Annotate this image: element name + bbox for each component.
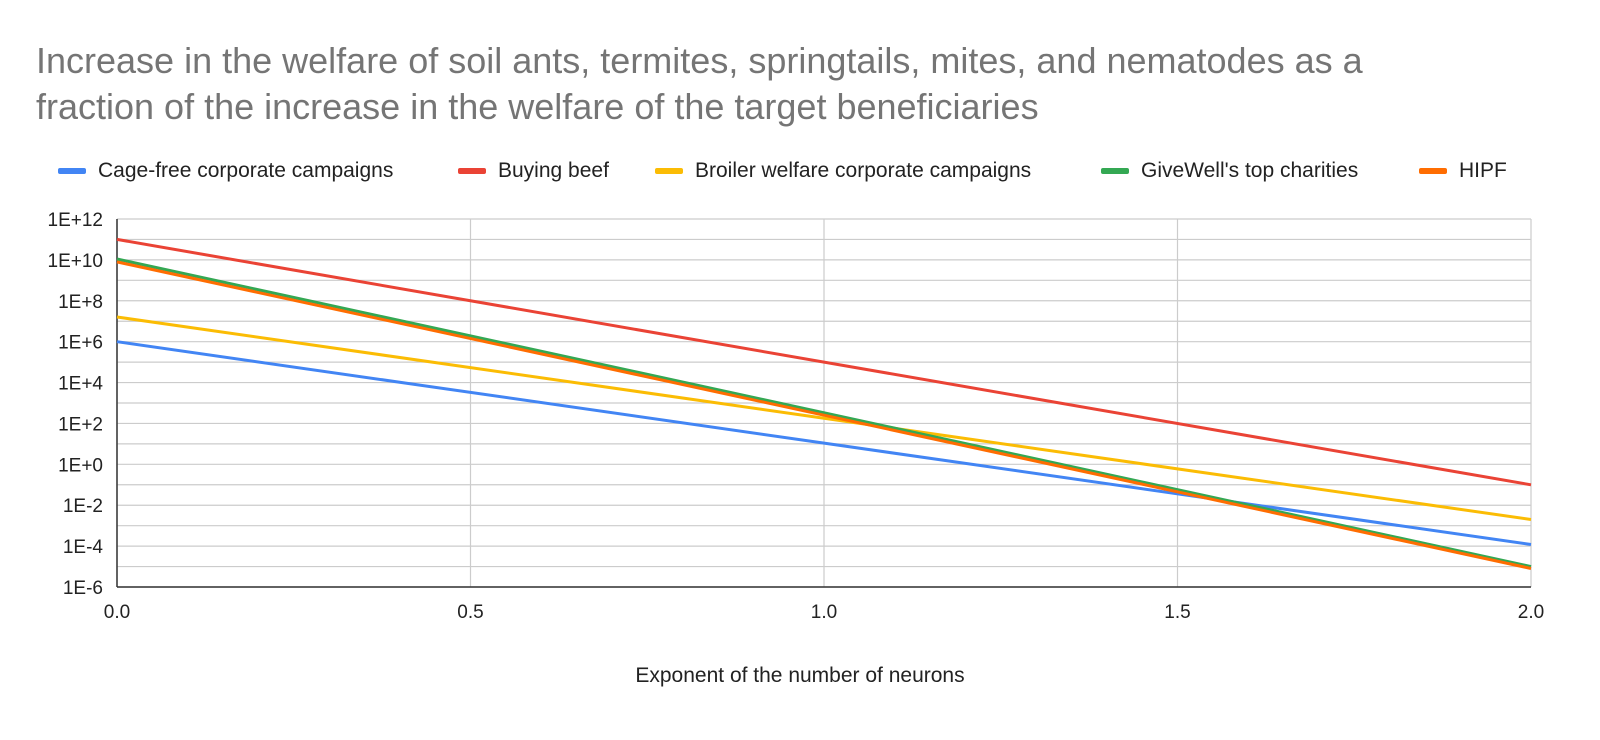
y-tick-label: 1E+12 bbox=[48, 210, 103, 231]
legend-item-broiler-welfare[interactable]: Broiler welfare corporate campaigns bbox=[655, 156, 1031, 186]
x-tick-label: 1.0 bbox=[811, 602, 837, 623]
y-tick-label: 1E+10 bbox=[48, 251, 103, 272]
y-tick-label: 1E-4 bbox=[63, 537, 104, 558]
legend-swatch-broiler-welfare bbox=[655, 168, 683, 174]
grid bbox=[116, 218, 1532, 588]
x-tick-label: 0.0 bbox=[104, 602, 130, 623]
axes bbox=[116, 219, 1531, 588]
y-tick-label: 1E-6 bbox=[63, 578, 103, 599]
legend-swatch-givewell bbox=[1101, 168, 1129, 174]
series-line-2 bbox=[116, 315, 1532, 521]
legend-label-givewell: GiveWell's top charities bbox=[1141, 159, 1359, 182]
chart-title-line-1: Increase in the welfare of soil ants, te… bbox=[36, 40, 1363, 81]
y-tick-label: 1E+8 bbox=[58, 292, 103, 313]
legend-label-cage-free: Cage-free corporate campaigns bbox=[98, 159, 394, 182]
chart-title-line-2: fraction of the increase in the welfare … bbox=[36, 86, 1039, 127]
x-tick-label: 1.5 bbox=[1164, 602, 1190, 623]
x-tick-label: 0.5 bbox=[457, 602, 483, 623]
series-lines bbox=[116, 237, 1532, 570]
x-tick-label: 2.0 bbox=[1518, 602, 1544, 623]
legend-item-givewell[interactable]: GiveWell's top charities bbox=[1101, 156, 1358, 186]
legend-item-buying-beef[interactable]: Buying beef bbox=[458, 156, 609, 186]
y-tick-label: 1E+0 bbox=[58, 455, 103, 476]
legend: Cage-free corporate campaigns Buying bee… bbox=[0, 156, 1600, 186]
y-tick-label: 1E+6 bbox=[58, 333, 103, 354]
series-line-3 bbox=[116, 257, 1532, 569]
legend-swatch-buying-beef bbox=[458, 168, 486, 174]
legend-label-broiler-welfare: Broiler welfare corporate campaigns bbox=[695, 159, 1032, 182]
legend-label-buying-beef: Buying beef bbox=[498, 159, 609, 182]
x-axis-label: Exponent of the number of neurons bbox=[635, 664, 965, 687]
legend-swatch-cage-free bbox=[58, 168, 86, 174]
legend-swatch-hipf bbox=[1419, 168, 1447, 174]
y-tick-label: 1E+2 bbox=[58, 414, 103, 435]
series-line-0 bbox=[116, 340, 1532, 546]
series-line-4 bbox=[116, 260, 1532, 570]
legend-label-hipf: HIPF bbox=[1459, 159, 1507, 182]
legend-item-cage-free[interactable]: Cage-free corporate campaigns bbox=[58, 156, 393, 186]
tick-labels: 1E-6 1E-4 1E-2 1E+0 1E+2 1E+4 1E+6 1E+8 1E+10 1E+… bbox=[48, 210, 1545, 623]
series-line-1 bbox=[116, 237, 1532, 487]
legend-item-hipf[interactable]: HIPF bbox=[1419, 156, 1507, 186]
y-tick-label: 1E+4 bbox=[58, 374, 103, 395]
y-tick-label: 1E-2 bbox=[63, 496, 103, 517]
